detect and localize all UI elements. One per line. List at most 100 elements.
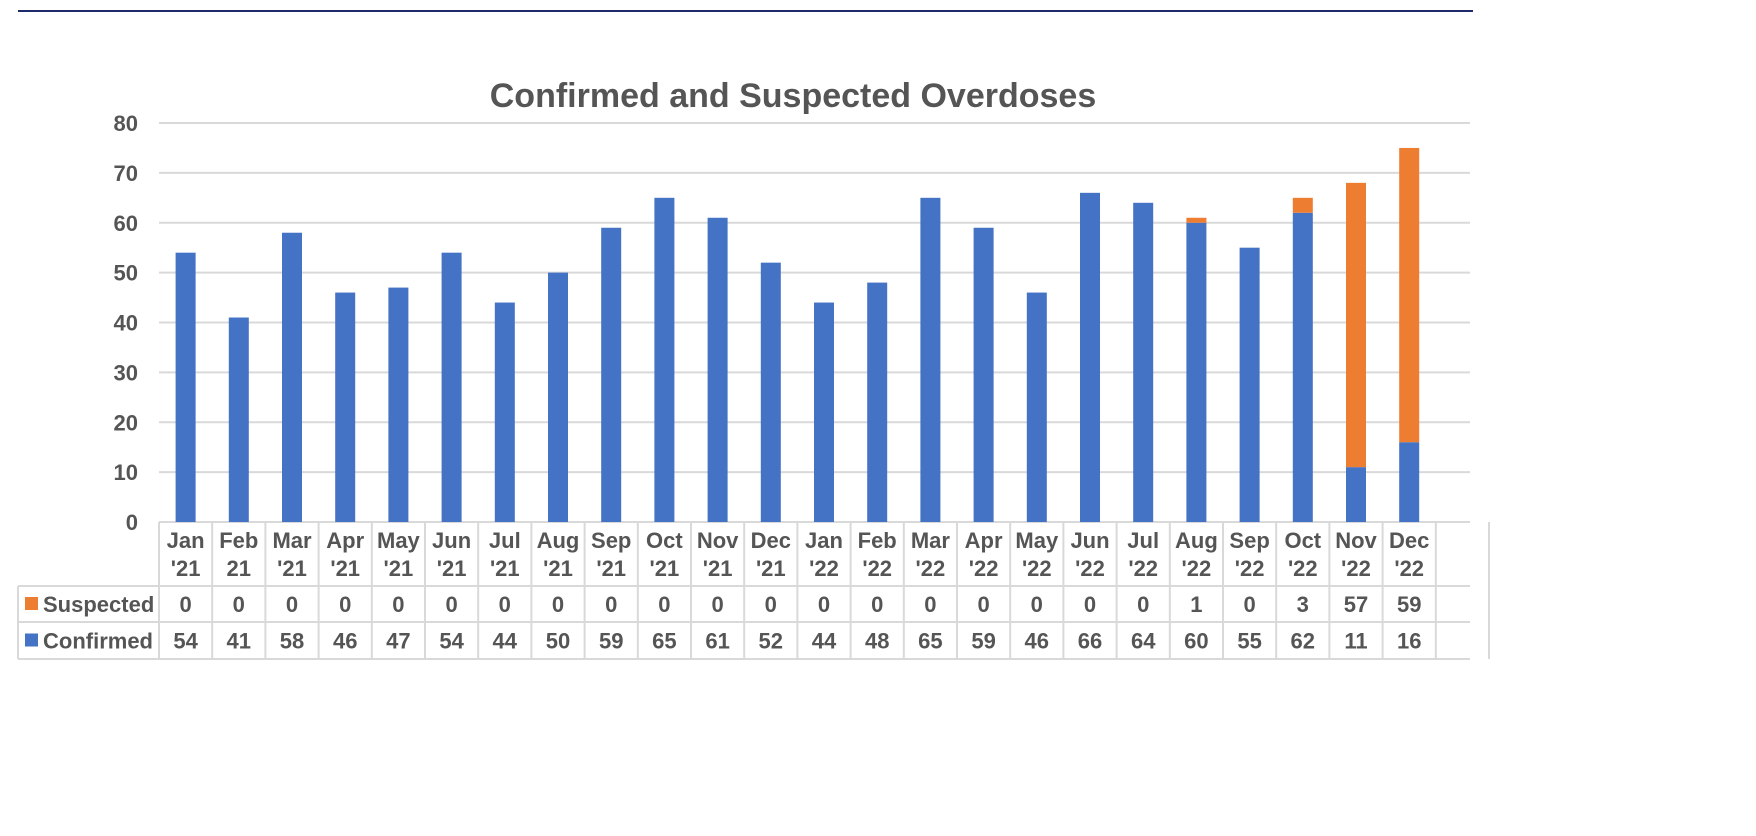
bar-confirmed bbox=[1133, 202, 1154, 523]
data-label-suspected: 0 bbox=[445, 592, 457, 617]
data-label-confirmed: 61 bbox=[705, 629, 729, 654]
bar-suspected bbox=[1292, 197, 1313, 213]
data-label-confirmed: 48 bbox=[865, 629, 889, 654]
y-tick-label: 70 bbox=[114, 161, 138, 186]
data-label-confirmed: 44 bbox=[493, 629, 518, 654]
x-tick-label-year: '21 bbox=[596, 556, 626, 581]
bar-confirmed bbox=[814, 302, 834, 522]
x-tick-label-year: '21 bbox=[756, 556, 786, 581]
data-label-confirmed: 46 bbox=[1025, 629, 1049, 654]
y-tick-label: 50 bbox=[114, 261, 138, 286]
bar-confirmed bbox=[1080, 192, 1100, 522]
x-tick-label-year: '22 bbox=[1394, 556, 1424, 581]
data-label-suspected: 0 bbox=[871, 592, 883, 617]
bar-confirmed bbox=[388, 287, 409, 522]
data-label-confirmed: 54 bbox=[439, 629, 464, 654]
y-tick-label: 20 bbox=[114, 410, 138, 435]
x-tick-label-month: Apr bbox=[965, 528, 1003, 553]
x-tick-label-month: Oct bbox=[646, 528, 683, 553]
legend-key-confirmed bbox=[25, 633, 38, 647]
x-tick-label-year: '22 bbox=[1341, 556, 1371, 581]
x-tick-label-month: Aug bbox=[1175, 528, 1218, 553]
data-label-suspected: 0 bbox=[339, 592, 351, 617]
data-label-confirmed: 54 bbox=[173, 629, 198, 654]
x-tick-label-month: Apr bbox=[326, 528, 364, 553]
x-tick-label-year: '22 bbox=[1128, 556, 1158, 581]
y-tick-label: 40 bbox=[114, 311, 138, 336]
data-label-confirmed: 55 bbox=[1237, 629, 1261, 654]
data-label-suspected: 0 bbox=[765, 592, 777, 617]
bar-confirmed bbox=[760, 262, 781, 522]
x-tick-label-month: Jan bbox=[805, 528, 843, 553]
data-label-suspected: 0 bbox=[1031, 592, 1043, 617]
data-label-suspected: 0 bbox=[1137, 592, 1149, 617]
x-tick-label-month: Oct bbox=[1284, 528, 1321, 553]
bar-confirmed bbox=[1346, 467, 1366, 522]
x-tick-label-month: Sep bbox=[591, 528, 631, 553]
data-label-suspected: 0 bbox=[658, 592, 670, 617]
data-label-confirmed: 52 bbox=[759, 629, 783, 654]
data-label-confirmed: 16 bbox=[1397, 629, 1421, 654]
x-tick-label-month: Dec bbox=[751, 528, 791, 553]
data-label-suspected: 0 bbox=[499, 592, 511, 617]
data-label-suspected: 59 bbox=[1397, 592, 1421, 617]
bar-confirmed bbox=[920, 197, 941, 522]
y-tick-label: 60 bbox=[114, 211, 138, 236]
data-label-suspected: 57 bbox=[1344, 592, 1368, 617]
data-label-suspected: 0 bbox=[818, 592, 830, 617]
bars bbox=[175, 147, 1420, 523]
bar-confirmed bbox=[175, 252, 196, 523]
x-tick-label-year: '22 bbox=[916, 556, 946, 581]
x-tick-label-year: '21 bbox=[437, 556, 467, 581]
y-tick-label: 0 bbox=[126, 510, 138, 535]
x-tick-label-year: '21 bbox=[490, 556, 520, 581]
bar-confirmed bbox=[228, 317, 249, 522]
x-tick-label-month: Nov bbox=[697, 528, 739, 553]
data-label-confirmed: 46 bbox=[333, 629, 357, 654]
x-tick-label-month: Mar bbox=[272, 528, 312, 553]
data-label-confirmed: 66 bbox=[1078, 629, 1102, 654]
bar-confirmed bbox=[282, 232, 302, 522]
data-label-suspected: 0 bbox=[924, 592, 936, 617]
x-tick-label-month: Nov bbox=[1335, 528, 1377, 553]
data-label-confirmed: 41 bbox=[227, 629, 251, 654]
data-label-confirmed: 60 bbox=[1184, 629, 1208, 654]
data-label-confirmed: 65 bbox=[652, 629, 676, 654]
bar-confirmed bbox=[441, 252, 462, 523]
data-label-suspected: 0 bbox=[233, 592, 245, 617]
bar-confirmed bbox=[1239, 247, 1260, 522]
x-tick-label-year: '21 bbox=[277, 556, 307, 581]
bar-confirmed bbox=[707, 217, 728, 522]
data-label-suspected: 0 bbox=[1243, 592, 1255, 617]
x-tick-label-month: Sep bbox=[1229, 528, 1269, 553]
x-tick-label-year: '22 bbox=[862, 556, 892, 581]
x-tick-label-month: Jun bbox=[1070, 528, 1109, 553]
bar-confirmed bbox=[548, 272, 568, 522]
data-label-suspected: 0 bbox=[392, 592, 404, 617]
bar-confirmed bbox=[867, 282, 888, 522]
x-tick-label-month: Aug bbox=[537, 528, 580, 553]
data-label-confirmed: 50 bbox=[546, 629, 570, 654]
x-tick-label-year: '22 bbox=[1075, 556, 1105, 581]
bar-confirmed bbox=[494, 302, 515, 522]
x-tick-label-month: Mar bbox=[911, 528, 951, 553]
bar-confirmed bbox=[1026, 292, 1047, 522]
data-label-confirmed: 47 bbox=[386, 629, 410, 654]
bar-confirmed bbox=[1292, 212, 1313, 522]
bar-confirmed bbox=[654, 197, 675, 522]
data-table: Jan '21 Feb 21 Mar '21 Apr '21 May '21 Jun '21 Jul '2… bbox=[17, 522, 1490, 660]
legend-label-suspected: Suspected bbox=[43, 592, 154, 617]
bar-confirmed bbox=[1399, 442, 1420, 522]
bar-confirmed bbox=[1186, 222, 1207, 522]
data-label-suspected: 0 bbox=[977, 592, 989, 617]
y-tick-label: 10 bbox=[114, 460, 138, 485]
x-tick-label-year: '21 bbox=[384, 556, 414, 581]
x-tick-label-month: Jun bbox=[432, 528, 471, 553]
data-label-suspected: 0 bbox=[711, 592, 723, 617]
x-tick-label-year: '21 bbox=[330, 556, 360, 581]
x-tick-label-year: 21 bbox=[227, 556, 251, 581]
bar-confirmed bbox=[601, 227, 622, 523]
x-tick-label-year: '21 bbox=[543, 556, 573, 581]
x-tick-label-month: May bbox=[377, 528, 421, 553]
